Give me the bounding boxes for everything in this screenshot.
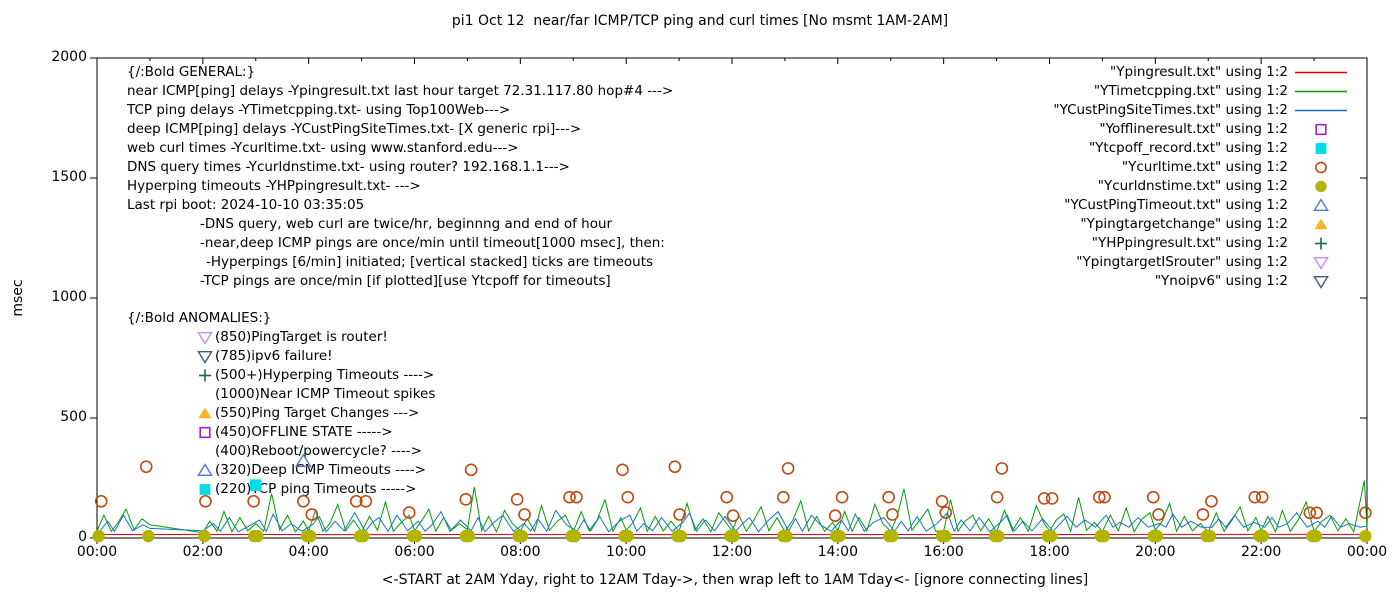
x-axis-label: <-START at 2AM Yday, right to 12AM Tday-… [381, 572, 1089, 588]
plus-icon [199, 369, 211, 381]
anomaly-line: (450)OFFLINE STATE -----> [215, 423, 393, 440]
triangle-up-open-icon [1313, 197, 1329, 211]
y-tick-label: 1500 [51, 169, 87, 185]
y-tick-label: 500 [60, 409, 87, 425]
general-annotation-line: Hyperping timeouts -YHPpingresult.txt- -… [127, 177, 421, 194]
triangle-up-filled-icon [198, 407, 212, 418]
x-tick-label: 12:00 [711, 544, 753, 560]
anomaly-line: (785)ipv6 failure! [215, 347, 333, 364]
anomaly-line: (220)TCP ping Timeouts -----> [215, 480, 417, 497]
x-tick-label: 08:00 [500, 544, 541, 560]
triangle-down-open-icon [197, 331, 213, 345]
legend-item-label: "YHPpingresult.txt" using 1:2 [1091, 234, 1288, 251]
triangle-down-open-icon [197, 350, 213, 364]
legend-item-label: "Yofflineresult.txt" using 1:2 [1099, 120, 1288, 137]
square-open-icon [199, 426, 211, 438]
general-annotation-line: TCP ping delays -YTimetcpping.txt- using… [127, 101, 511, 118]
line-icon [1295, 71, 1347, 73]
legend-item-label: "Ypingresult.txt" using 1:2 [1110, 63, 1288, 80]
legend-item-label: "Ypingtargetchange" using 1:2 [1080, 215, 1288, 232]
triangle-down-open-icon [1313, 275, 1329, 289]
general-annotation-line: -near,deep ICMP pings are once/min until… [200, 234, 665, 251]
circle-open-icon [1315, 161, 1327, 173]
triangle-up-open-icon [197, 462, 213, 476]
anomaly-line: (320)Deep ICMP Timeouts ----> [215, 461, 426, 478]
anomaly-line: (500+)Hyperping Timeouts ----> [215, 366, 435, 383]
legend-item-label: "YCustPingSiteTimes.txt" using 1:2 [1053, 101, 1288, 118]
general-annotation-line: Last rpi boot: 2024-10-10 03:35:05 [127, 196, 365, 213]
x-tick-label: 16:00 [923, 544, 964, 560]
square-open-icon [1315, 123, 1327, 135]
triangle-down-open-icon [1313, 256, 1329, 270]
anomaly-line: (550)Ping Target Changes ---> [215, 404, 420, 421]
chart-title: pi1 Oct 12 near/far ICMP/TCP ping and cu… [451, 13, 949, 29]
anomaly-line: (1000)Near ICMP Timeout spikes [215, 385, 436, 402]
general-annotation-line: near ICMP[ping] delays -Ypingresult.txt … [127, 82, 674, 99]
line-icon [1295, 90, 1347, 92]
x-tick-label: 10:00 [605, 544, 647, 560]
circle-filled-icon [1315, 180, 1327, 192]
x-tick-label: 14:00 [817, 544, 858, 560]
legend-item-label: "Ytcpoff_record.txt" using 1:2 [1088, 139, 1288, 156]
general-annotation-line: -Hyperpings [6/min] initiated; [vertical… [206, 253, 654, 270]
x-tick-label: 02:00 [182, 544, 223, 560]
x-tick-label: 06:00 [394, 544, 435, 560]
general-annotation-line: {/:Bold GENERAL:} [127, 63, 256, 80]
x-tick-label: 00:00 [1346, 544, 1388, 560]
general-annotation-line: DNS query times -Ycurldnstime.txt- using… [127, 158, 570, 175]
anomaly-line: (400)Reboot/powercycle? ----> [215, 442, 422, 459]
general-annotation-line: deep ICMP[ping] delays -YCustPingSiteTim… [127, 120, 582, 137]
legend-item-label: "YCustPingTimeout.txt" using 1:2 [1064, 196, 1288, 213]
anomaly-line: (850)PingTarget is router! [215, 328, 388, 345]
line-icon [1295, 109, 1347, 111]
y-tick-label: 1000 [51, 289, 87, 305]
legend-item-label: "Ycurltime.txt" using 1:2 [1121, 158, 1288, 175]
legend-item-label: "Ycurldnstime.txt" using 1:2 [1097, 177, 1288, 194]
square-filled-icon [199, 483, 211, 495]
x-tick-label: 22:00 [1240, 544, 1282, 560]
series-Ycurldnstime.txt [92, 529, 1372, 543]
plus-icon [1315, 237, 1327, 249]
x-tick-label: 04:00 [288, 544, 329, 560]
triangle-up-filled-icon [1314, 218, 1328, 229]
x-tick-label: 18:00 [1029, 544, 1070, 560]
y-tick-label: 0 [78, 529, 87, 545]
general-annotation-line: web curl times -Ycurltime.txt- using www… [127, 139, 519, 156]
x-tick-label: 00:00 [76, 544, 118, 560]
general-annotation-line: -TCP pings are once/min [if plotted][use… [200, 272, 611, 289]
general-annotation-line: -DNS query, web curl are twice/hr, begin… [200, 215, 613, 232]
square-filled-icon [1315, 142, 1327, 154]
legend-item-label: "YpingtargetISrouter" using 1:2 [1076, 253, 1288, 270]
anomalies-header: {/:Bold ANOMALIES:} [127, 309, 272, 326]
legend-item-label: "Ynoipv6" using 1:2 [1154, 272, 1288, 289]
y-tick-label: 2000 [51, 49, 87, 65]
x-tick-label: 20:00 [1135, 544, 1176, 560]
legend-item-label: "YTimetcpping.txt" using 1:2 [1093, 82, 1288, 99]
